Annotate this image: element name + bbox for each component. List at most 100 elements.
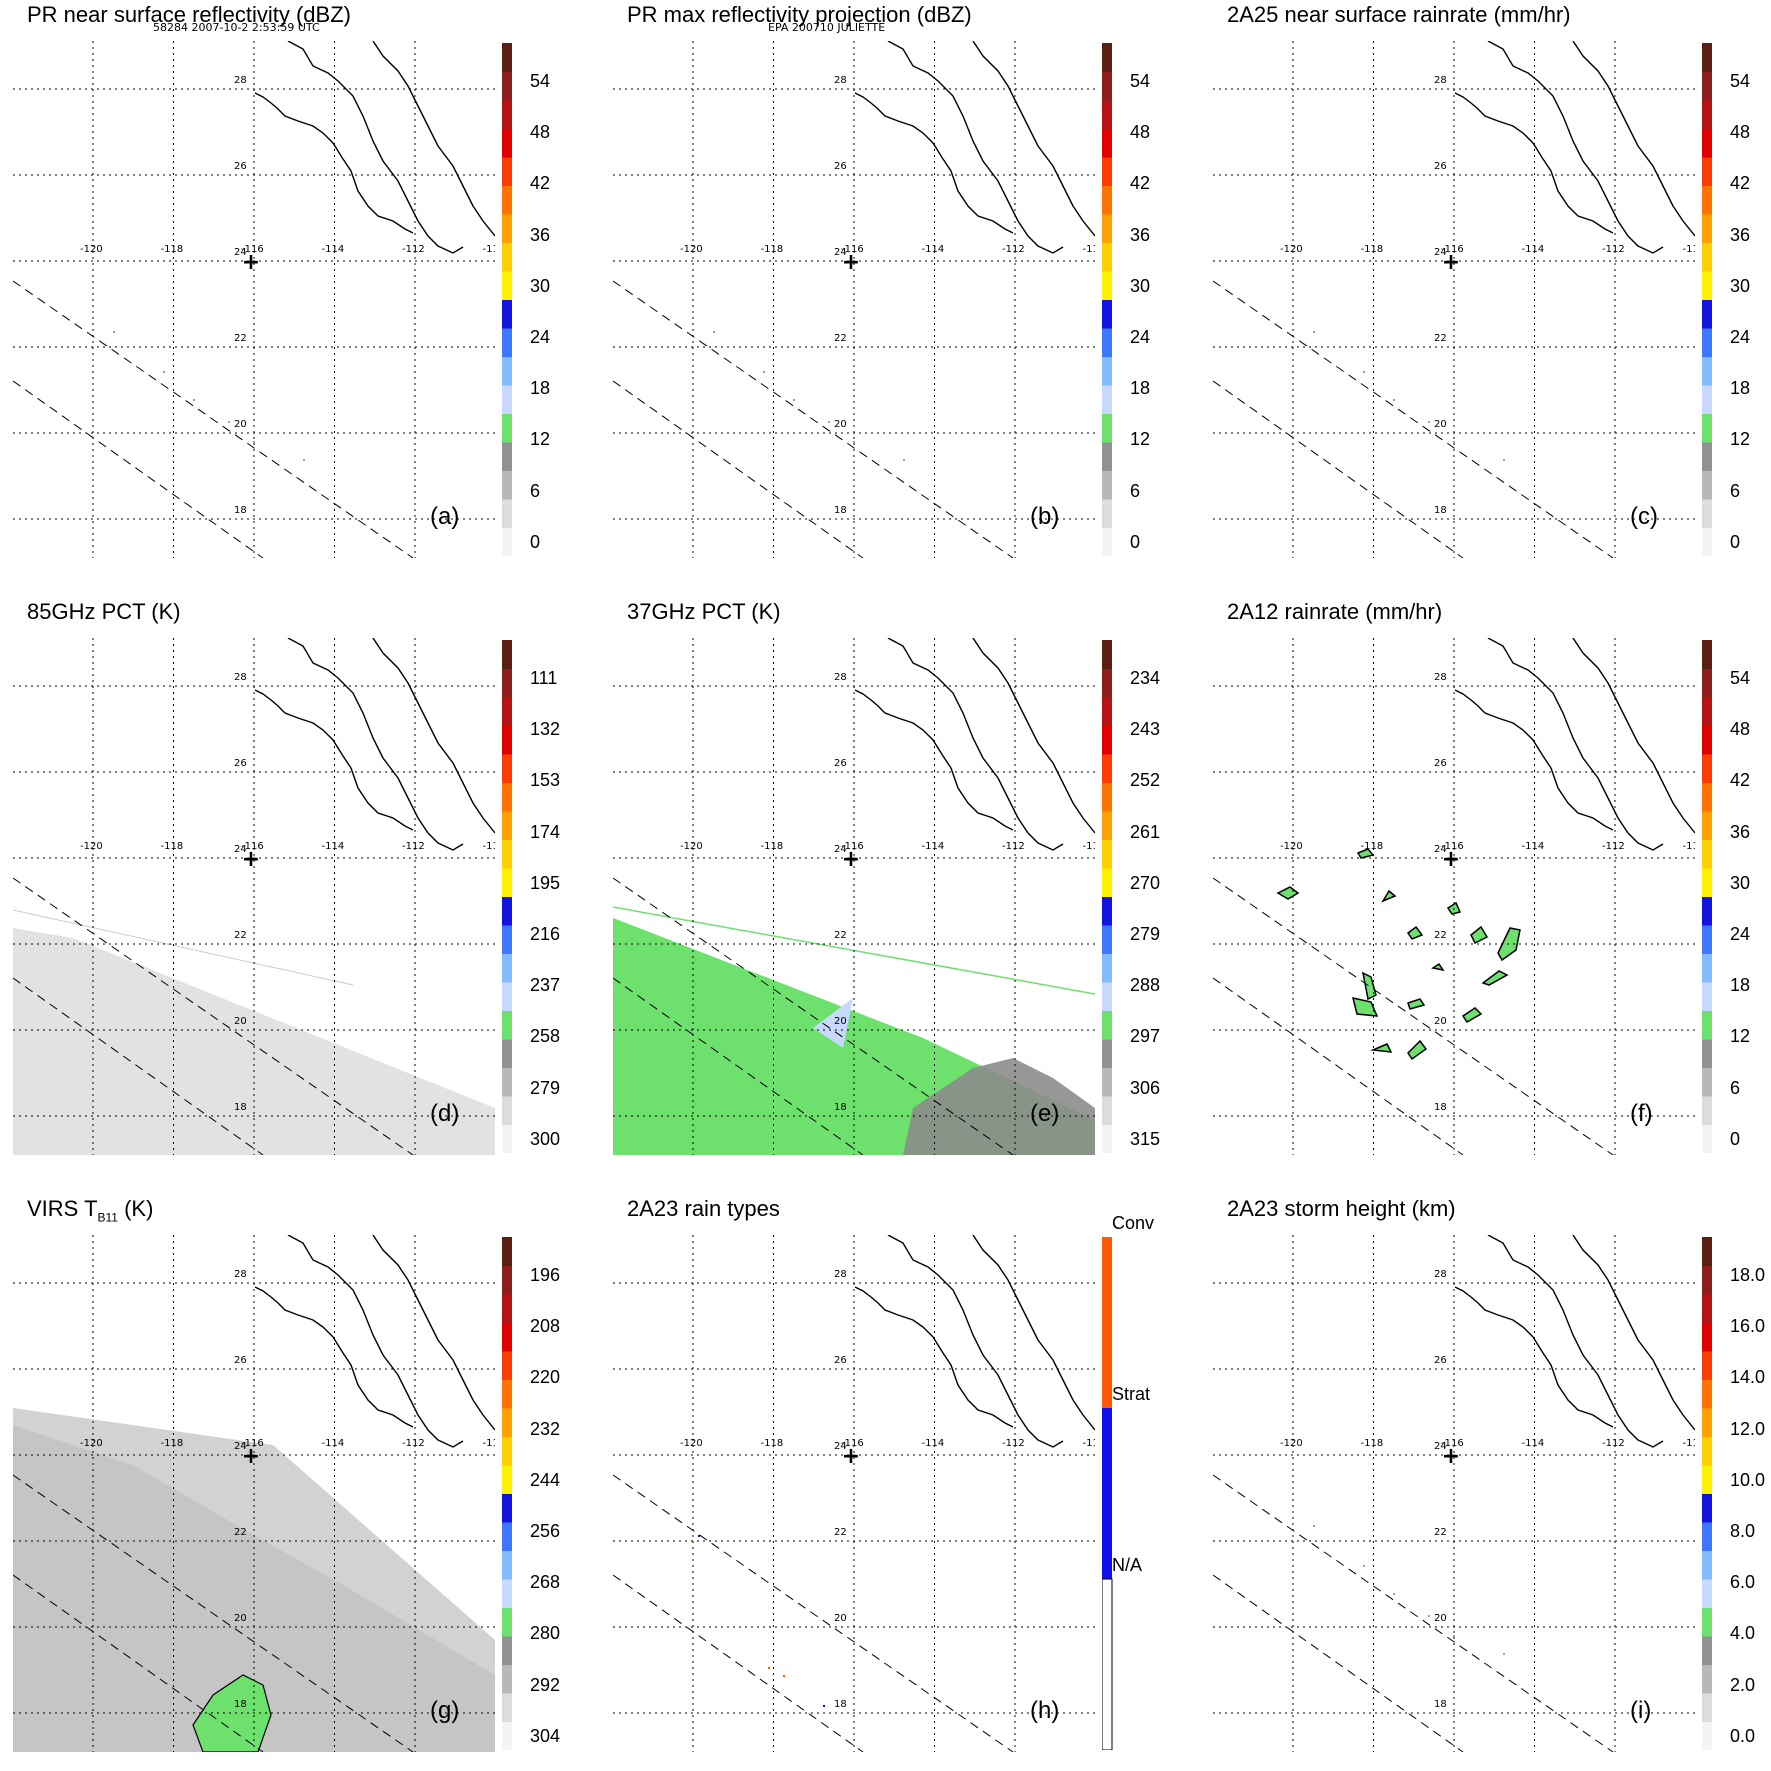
map-area: 28 26 24 22 20 18 -120 -118 -116 -114 -112 -110 + — [13, 638, 495, 1155]
rain-cell — [1370, 1043, 1393, 1053]
colorbar-segment — [1102, 754, 1112, 783]
colorbar-segment — [1102, 982, 1112, 1011]
colorbar-tick-label: 18.0 — [1730, 1265, 1766, 1285]
longitude-label: -112 — [1602, 244, 1625, 255]
latitude-label: 24 — [834, 247, 847, 258]
longitude-label: -116 — [841, 244, 864, 255]
longitude-label: -120 — [1280, 244, 1303, 255]
colorbar-tick-label: 6 — [530, 480, 541, 501]
colorbar-tick-label: 12 — [1730, 429, 1751, 450]
latitude-label: 28 — [834, 75, 847, 86]
colorbar — [1102, 640, 1124, 1153]
track-boundary-line — [1213, 1474, 1614, 1752]
colorbar-tick-label: 297 — [1130, 1026, 1161, 1047]
colorbar-segment — [1102, 157, 1112, 186]
track-boundary-line — [613, 380, 864, 558]
coastline — [1454, 1286, 1614, 1428]
longitude-label: -112 — [1602, 1438, 1625, 1449]
colorbar-tick-label: 306 — [1130, 1077, 1161, 1098]
colorbar-tick-label: 30 — [1130, 275, 1151, 296]
panel-letter: (e) — [1030, 1100, 1060, 1127]
longitude-label: -116 — [1441, 841, 1464, 852]
latitude-label: 26 — [1434, 1355, 1447, 1366]
colorbar-segment — [1702, 527, 1712, 556]
track-boundary-line — [1213, 280, 1614, 558]
colorbar-segment — [502, 356, 512, 386]
colorbar-segment — [1702, 1294, 1712, 1323]
colorbar — [502, 640, 524, 1153]
latitude-label: 28 — [234, 1269, 247, 1280]
colorbar-segment — [502, 1039, 512, 1068]
colorbar-segment — [502, 442, 512, 471]
latitude-label: 24 — [234, 844, 247, 855]
colorbar-segment — [1702, 982, 1712, 1011]
colorbar-segment — [1102, 185, 1112, 215]
colorbar-segment — [1702, 1607, 1712, 1637]
colorbar-segment — [1702, 43, 1712, 72]
longitude-label: -120 — [80, 841, 103, 852]
coastline — [972, 41, 1095, 237]
panel-c: 2A25 near surface rainrate (mm/hr) 28 26 24… — [1200, 0, 1760, 560]
colorbar-tick-label: 0 — [530, 531, 541, 552]
colorbar-tick-label: 24 — [1130, 327, 1151, 347]
colorbar-segment — [502, 1067, 512, 1097]
track-boundary-line — [613, 1474, 1014, 1752]
colorbar-tick-label: 12.0 — [1730, 1418, 1766, 1439]
latitude-label: 28 — [834, 1269, 847, 1280]
sparse-pixel — [1393, 399, 1395, 401]
longitude-label: -110 — [483, 1438, 496, 1449]
latitude-label: 18 — [834, 1102, 847, 1113]
colorbar-segment — [1102, 442, 1112, 471]
colorbar-segment — [1102, 527, 1112, 556]
sparse-pixel — [1363, 371, 1365, 373]
longitude-label: -114 — [922, 1438, 945, 1449]
panel-title: 2A25 near surface rainrate (mm/hr) — [1227, 2, 1571, 27]
colorbar-segment — [502, 1351, 512, 1380]
colorbar-tick-label: 12 — [530, 429, 551, 450]
colorbar-segment — [502, 1237, 512, 1266]
sparse-pixel — [163, 371, 165, 373]
rain-cell — [1381, 889, 1397, 903]
cold-patch — [813, 998, 853, 1048]
colorbar-segment — [1102, 1067, 1112, 1097]
storm-center-marker: + — [1442, 1444, 1460, 1469]
colorbar-segment — [1702, 185, 1712, 215]
colorbar-segment — [1702, 413, 1712, 443]
cloud-texture — [13, 1425, 495, 1752]
orbit-datetime-label: 58284 2007-10-2 2:53:59 UTC — [153, 21, 320, 34]
longitude-label: -118 — [1361, 1438, 1384, 1449]
rain-cell — [1431, 962, 1445, 972]
colorbar-segment — [1702, 1693, 1712, 1722]
colorbar-tick-label: 0 — [1730, 531, 1741, 552]
coastline — [254, 1286, 414, 1428]
colorbar-tick-label: 6 — [1730, 480, 1741, 501]
colorbar-tick-label: 48 — [1730, 122, 1751, 143]
latitude-label: 18 — [234, 505, 247, 516]
colorbar-segment — [1702, 1379, 1712, 1409]
map-area: 28 26 24 22 20 18 -120 -118 -116 -114 -112 -110 + — [1213, 1235, 1695, 1752]
longitude-label: -110 — [1083, 244, 1096, 255]
colorbar-tick-label: 30 — [1730, 872, 1751, 893]
colorbar-tick-label: 18 — [530, 378, 551, 399]
colorbar-segment — [1102, 896, 1112, 926]
latitude-label: 20 — [1434, 1016, 1447, 1027]
colorbar-segment — [1102, 811, 1112, 840]
latitude-label: 20 — [834, 1016, 847, 1027]
colorbar-segment — [1702, 953, 1712, 983]
conv-pixel — [768, 1667, 770, 1669]
colorbar-segment — [1702, 470, 1712, 500]
sparse-pixel — [1393, 1593, 1395, 1595]
longitude-label: -112 — [1002, 841, 1025, 852]
colorbar-tick-label: 244 — [530, 1469, 561, 1490]
sparse-pixel — [113, 331, 115, 333]
colorbar-tick-label: 48 — [530, 122, 551, 143]
colorbar-segment — [1702, 697, 1712, 726]
colorbar-tick-label: 268 — [530, 1572, 561, 1593]
colorbar-tick-label: Strat — [1112, 1384, 1151, 1404]
latitude-label: 28 — [1434, 1269, 1447, 1280]
colorbar-segment — [1102, 1039, 1112, 1068]
map-area: 28 26 24 22 20 18 -120 -118 -116 -114 -112 -110 + — [1213, 638, 1695, 1155]
colorbar-segment — [1702, 1465, 1712, 1494]
longitude-label: -112 — [1002, 244, 1025, 255]
sparse-pixel — [1503, 1653, 1505, 1655]
